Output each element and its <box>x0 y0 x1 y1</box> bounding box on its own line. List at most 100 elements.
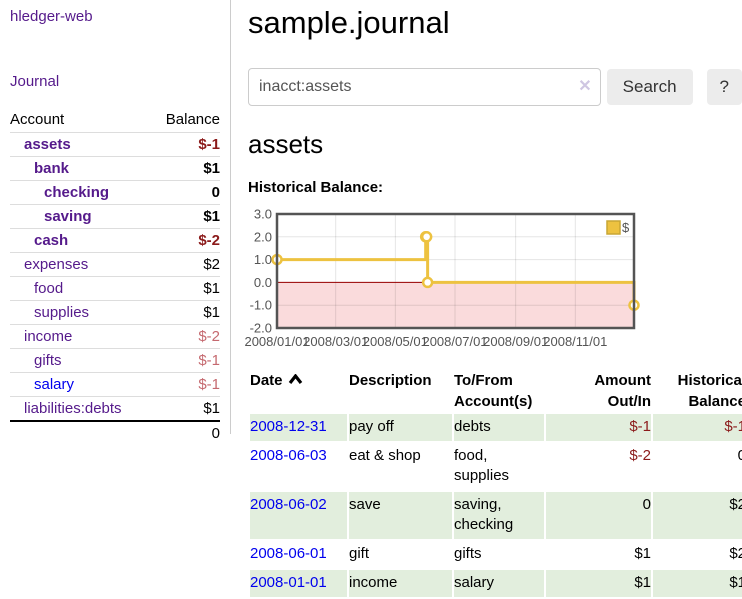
register-column-description: Description <box>349 372 432 389</box>
register-cell-balance: $-1 <box>653 414 742 441</box>
account-link[interactable]: expenses <box>24 256 89 273</box>
account-row: saving $1 <box>10 204 220 229</box>
historical-balance-chart: 3.0 2.0 1.0 0.0 -1.0 -2.0 2008/01/01 2008/03/01… <box>244 205 742 357</box>
register-cell-balance: $1 <box>653 570 742 597</box>
y-axis-tick-label: 1.0 <box>254 252 272 267</box>
account-link[interactable]: saving <box>44 208 92 225</box>
x-axis-tick-label: 2008/11/01 <box>543 334 607 349</box>
register-column-tofrom: To/From Account(s) <box>454 372 533 410</box>
account-row: supplies $1 <box>10 300 220 325</box>
y-axis-tick-label: 2.0 <box>254 229 272 244</box>
register-cell-description: save <box>349 492 452 539</box>
register-cell-amount: $-2 <box>629 447 651 464</box>
register-cell-description: eat & shop <box>349 447 421 464</box>
legend-color-box <box>606 220 621 235</box>
accounts-total-value: 0 <box>151 420 220 445</box>
accounts-column-account: Account <box>10 111 65 128</box>
account-balance: $1 <box>151 276 220 301</box>
account-row: assets $-1 <box>10 132 220 157</box>
register-cell-description: income <box>349 570 452 597</box>
register-cell-balance: $2 <box>729 545 742 562</box>
accounts-total-spacer <box>10 420 152 445</box>
account-link[interactable]: salary <box>34 376 75 393</box>
account-balance: $1 <box>151 156 220 181</box>
register-cell-accounts: food, supplies <box>454 447 510 484</box>
register-row: 2008-06-03 eat & shop food, supplies $-2 0 <box>250 443 742 490</box>
register-cell-balance: $2 <box>653 492 742 539</box>
chart-border <box>275 212 636 330</box>
register-cell-accounts: saving, checking <box>454 492 544 539</box>
sidebar-item-journal[interactable]: Journal <box>10 73 60 90</box>
register-table-body: 2008-12-31 pay off debts $-1 $-1 2008-06-03 ea… <box>250 414 742 597</box>
register-cell-accounts: salary <box>454 570 544 597</box>
account-link[interactable]: income <box>24 328 73 345</box>
register-date-link[interactable]: 2008-01-01 <box>250 574 327 591</box>
account-row: checking 0 <box>10 180 220 205</box>
chart-label: Historical Balance: <box>248 179 384 196</box>
account-balance: $1 <box>151 300 220 325</box>
account-balance: $1 <box>151 204 220 229</box>
help-button[interactable]: ? <box>706 69 742 105</box>
account-link[interactable]: assets <box>24 136 71 153</box>
account-link[interactable]: bank <box>34 160 70 177</box>
account-page-title: assets <box>248 129 324 159</box>
account-balance: 0 <box>151 180 220 205</box>
account-link[interactable]: supplies <box>34 304 90 321</box>
register-row: 2008-12-31 pay off debts $-1 $-1 <box>250 414 742 441</box>
register-column-historical: Historical Balance <box>677 372 742 410</box>
register-cell-amount: $1 <box>546 570 651 597</box>
register-row: 2008-01-01 income salary $1 $1 <box>250 570 742 597</box>
x-axis-tick-label: 2008/05/01 <box>363 334 428 349</box>
register-cell-date: 2008-06-02 <box>250 492 347 539</box>
register-cell-description: pay off <box>349 414 452 441</box>
register-cell-date: 2008-12-31 <box>250 414 347 441</box>
register-cell-amount: 0 <box>546 492 651 539</box>
x-axis-tick-label: 2008/07/01 <box>422 334 487 349</box>
x-axis-tick-label: 2008/09/01 <box>483 334 548 349</box>
accounts-table-body: assets $-1 bank $1 checking 0 saving $1 cash $-2 e… <box>10 132 220 421</box>
data-point-marker <box>421 276 434 289</box>
x-axis-tick-label: 2008/03/01 <box>303 334 368 349</box>
account-row: expenses $2 <box>10 252 220 277</box>
account-row: bank $1 <box>10 156 220 181</box>
accounts-table: Account Balance assets $-1 bank $1 checking 0… <box>10 108 220 445</box>
account-row: gifts $-1 <box>10 348 220 373</box>
account-balance: $-1 <box>151 348 220 373</box>
sort-ascending-icon <box>288 374 302 384</box>
account-link[interactable]: liabilities:debts <box>24 400 122 417</box>
main-content: sample.journal ✕ Search ? assets Histori… <box>244 0 742 599</box>
register-cell-accounts: gifts <box>454 545 482 562</box>
register-date-link[interactable]: 2008-06-03 <box>250 447 327 464</box>
chart-svg: 3.0 2.0 1.0 0.0 -1.0 -2.02008/01/012008/03/01… <box>244 207 640 349</box>
account-balance: $1 <box>151 396 220 421</box>
register-table: Date Description To/From Account(s) Amount Ou… <box>248 368 742 599</box>
account-row: salary $-1 <box>10 372 220 397</box>
register-column-date[interactable]: Date <box>250 370 347 412</box>
data-point-marker <box>420 231 433 243</box>
account-balance: $2 <box>151 252 220 277</box>
x-axis-tick-label: 2008/01/01 <box>244 334 309 349</box>
account-link[interactable]: food <box>34 280 64 297</box>
register-date-link[interactable]: 2008-12-31 <box>250 418 327 435</box>
search-button[interactable]: Search <box>606 69 693 105</box>
register-cell-description: gift <box>349 545 370 562</box>
app-brand-link[interactable]: hledger-web <box>10 8 93 25</box>
y-axis-tick-label: -2.0 <box>250 321 272 336</box>
account-link[interactable]: checking <box>44 184 110 201</box>
account-link[interactable]: gifts <box>34 352 62 369</box>
register-cell-amount: $-1 <box>546 414 651 441</box>
y-axis-tick-label: 3.0 <box>254 207 272 222</box>
search-input[interactable] <box>248 68 601 106</box>
clear-search-icon[interactable]: ✕ <box>578 78 592 95</box>
account-link[interactable]: cash <box>34 232 69 249</box>
account-row: cash $-2 <box>10 228 220 253</box>
register-row: 2008-06-01 gift gifts $1 $2 <box>250 541 742 568</box>
register-date-link[interactable]: 2008-06-01 <box>250 545 327 562</box>
search-form: ✕ Search ? <box>248 68 742 106</box>
register-row: 2008-06-02 save saving, checking 0 $2 <box>250 492 742 539</box>
register-date-link[interactable]: 2008-06-02 <box>250 496 327 513</box>
account-balance: $-1 <box>151 372 220 397</box>
legend-label: $ <box>622 220 630 235</box>
accounts-column-balance: Balance <box>165 111 220 128</box>
account-balance: $-2 <box>151 324 220 349</box>
